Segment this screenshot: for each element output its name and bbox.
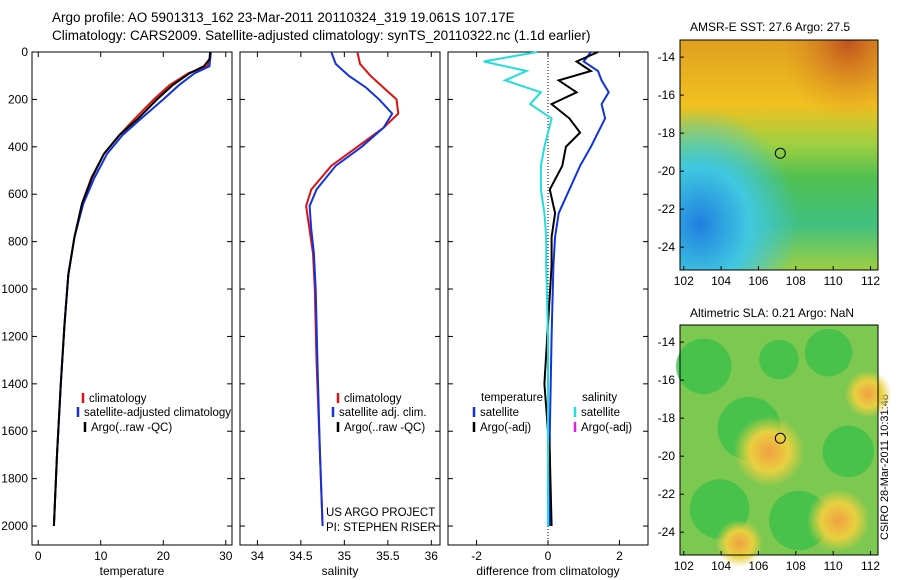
map-x-tick-label: 108 [786,274,806,288]
series-line-satellite-adj-clim- [308,51,394,527]
legend-label: satellite [581,407,620,419]
map-frame [679,324,879,556]
credit-line: PI: STEPHEN RISER [326,522,436,534]
map-x-tick-label: 104 [711,274,731,288]
legend-label: Argo(-adj) [480,422,531,434]
y-tick-label: 1600 [1,424,28,438]
legend-label: satellite [480,407,519,419]
sla-low-anomaly [759,339,799,380]
series-line-argo-raw-qc- [52,51,212,527]
map-frame [679,39,879,271]
map-x-tick-label: 102 [674,559,694,573]
map-y-tick-label: -24 [658,525,676,539]
figure-title-line-2: Climatology: CARS2009. Satellite-adjuste… [52,28,591,43]
legend-label: climatology [344,393,402,405]
legend-label: climatology [89,393,147,405]
y-tick-label: 0 [21,45,28,59]
map-x-tick-label: 102 [674,274,694,288]
legend-label: Argo(..raw -QC) [344,422,425,434]
map-y-tick-label: -22 [658,202,676,216]
map-y-tick-label: -24 [658,240,676,254]
map-y-tick-label: -16 [658,373,676,387]
map-x-tick-label: 110 [824,274,843,288]
map-x-tick-label: 112 [861,274,880,288]
x-axis-label: difference from climatology [476,564,619,578]
legend-label: satellite-adjusted climatology [84,407,231,419]
legend-heading: temperature [481,392,543,404]
x-tick-label: 0 [545,549,552,563]
x-tick-label: 2 [616,549,623,563]
x-tick-label: 34.5 [289,549,313,563]
map-y-tick-label: -20 [658,449,676,463]
plot-frame-2 [239,51,441,546]
y-tick-label: 1200 [1,329,28,343]
x-tick-label: 0 [35,549,42,563]
sla-low-anomaly [676,338,732,395]
x-tick-label: 34 [251,549,265,563]
y-tick-label: 200 [8,92,28,106]
sla-low-anomaly [804,328,853,377]
x-tick-label: -2 [471,549,482,563]
map-y-tick-label: -16 [658,88,676,102]
y-tick-label: 1400 [1,377,28,391]
y-tick-label: 600 [8,187,28,201]
map-y-tick-label: -18 [658,126,676,140]
sst-cool-patch [680,40,878,270]
map-y-tick-label: -22 [658,487,676,501]
y-tick-label: 1000 [1,282,28,296]
map-x-tick-label: 104 [711,559,731,573]
map-x-tick-label: 112 [861,559,880,573]
x-tick-label: 30 [219,549,233,563]
map-x-tick-label: 106 [748,274,768,288]
y-tick-label: 2000 [1,519,28,533]
map-x-tick-label: 110 [824,559,843,573]
x-axis-label: temperature [100,564,165,578]
x-tick-label: 10 [94,549,108,563]
map-x-tick-label: 106 [748,559,768,573]
legend-label: Argo(..raw -QC) [91,422,172,434]
map-y-tick-label: -14 [658,335,676,349]
legend-label: Argo(-adj) [581,422,632,434]
sla-high-anomaly [806,488,871,553]
series-line-satellite [548,51,610,526]
map-y-tick-label: -20 [658,164,676,178]
sst-map-title: AMSR-E SST: 27.6 Argo: 27.5 [690,20,851,34]
y-tick-label: 800 [8,235,28,249]
y-tick-label: 1800 [1,472,28,486]
plot-frame-1 [31,51,233,546]
legend-heading: salinity [582,392,617,404]
x-tick-label: 35.5 [376,549,400,563]
map-y-tick-label: -14 [658,50,676,64]
x-tick-label: 36 [425,549,439,563]
sla-low-anomaly [822,425,875,478]
x-axis-label: salinity [322,564,359,578]
argo-location-marker [774,147,786,159]
y-tick-label: 400 [8,140,28,154]
sla-map-title: Altimetric SLA: 0.21 Argo: NaN [690,306,855,320]
x-tick-label: 20 [157,549,171,563]
figure-title-line-1: Argo profile: AO 5901313_162 23-Mar-2011… [52,10,515,25]
credit-line: US ARGO PROJECT [326,507,435,519]
sla-high-anomaly [733,415,805,488]
map-y-tick-label: -18 [658,411,676,425]
legend-label: satellite adj. clim. [339,407,427,419]
series-line-satellite [483,51,553,526]
map-x-tick-label: 108 [786,559,806,573]
x-tick-label: 35 [338,549,352,563]
argo-location-marker [774,432,786,444]
sla-high-anomaly [844,370,892,418]
series-line-argo-adj- [543,51,599,527]
